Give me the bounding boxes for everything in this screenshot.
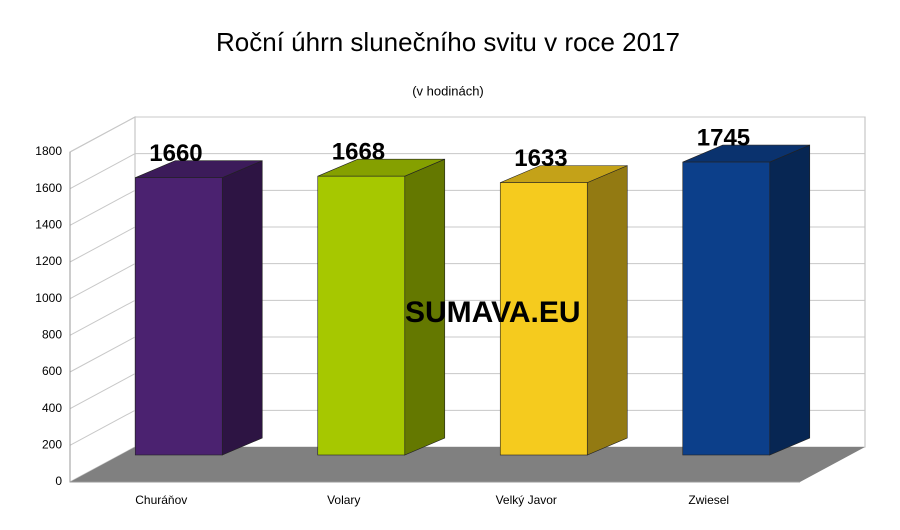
- value-label: 1633: [514, 145, 567, 172]
- chart-title: Roční úhrn slunečního svitu v roce 2017: [216, 27, 680, 57]
- x-tick-label: Volary: [327, 493, 360, 507]
- side-wall: [69, 116, 136, 483]
- y-tick-label: 1200: [35, 254, 62, 268]
- y-tick-label: 1000: [35, 291, 62, 305]
- floor: [70, 447, 865, 482]
- bar-side: [586, 165, 628, 456]
- y-tick-label: 200: [42, 438, 62, 452]
- y-tick-label: 1400: [35, 218, 62, 232]
- bar: [134, 177, 223, 456]
- x-tick-label: Velký Javor: [496, 493, 557, 507]
- watermark: SUMAVA.EU: [405, 296, 581, 329]
- y-tick-label: 600: [42, 364, 62, 378]
- y-tick-label: 800: [42, 328, 62, 342]
- x-tick-label: Churáňov: [135, 493, 187, 507]
- chart-subtitle: (v hodinách): [412, 83, 484, 98]
- bar-side: [769, 144, 811, 456]
- grid-line: [69, 153, 865, 190]
- value-label: 1660: [149, 140, 202, 167]
- grid-line: [69, 116, 865, 153]
- bar: [317, 175, 406, 456]
- value-label: 1745: [697, 124, 750, 151]
- bar: [499, 182, 588, 456]
- y-tick-label: 1600: [35, 181, 62, 195]
- x-tick-label: Zwiesel: [688, 493, 729, 507]
- value-label: 1668: [332, 139, 385, 166]
- y-tick-label: 1800: [35, 144, 62, 158]
- bar: [682, 161, 771, 456]
- y-tick-label: 0: [55, 474, 62, 488]
- y-tick-label: 400: [42, 401, 62, 415]
- bar-side: [221, 160, 263, 456]
